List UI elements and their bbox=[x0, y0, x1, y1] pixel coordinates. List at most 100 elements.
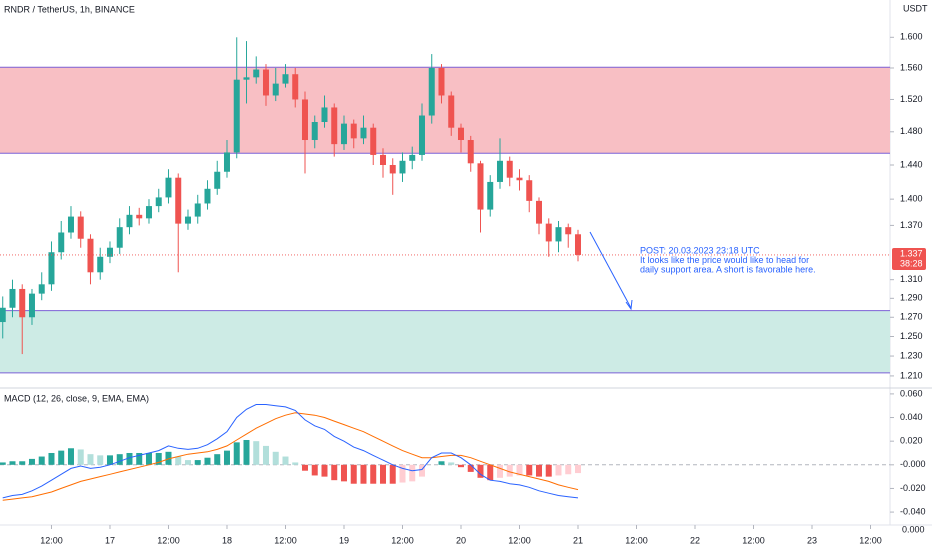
candle-body bbox=[48, 252, 55, 285]
histogram-bar bbox=[272, 451, 279, 465]
annotation: POST: 20.03.2023 23:18 UTC bbox=[640, 245, 760, 255]
histogram-bar bbox=[389, 464, 396, 484]
candle-body bbox=[574, 234, 581, 255]
histogram-bar bbox=[204, 457, 211, 465]
countdown: 38:28 bbox=[900, 258, 923, 268]
y-tick-label: 1.520 bbox=[900, 94, 923, 104]
candle-body bbox=[28, 293, 35, 318]
histogram-bar bbox=[175, 456, 182, 465]
last-price-label: 1.337 bbox=[900, 248, 923, 258]
macd-title: MACD (12, 26, close, 9, EMA, EMA) bbox=[4, 393, 149, 403]
macd-line bbox=[2, 404, 579, 499]
x-tick-label: 21 bbox=[573, 535, 583, 545]
zone bbox=[0, 310, 890, 373]
candle-body bbox=[457, 127, 464, 141]
y-tick-label: 1.310 bbox=[900, 274, 923, 284]
signal-line bbox=[2, 412, 579, 501]
histogram-bar bbox=[48, 452, 55, 465]
histogram-bar bbox=[477, 464, 484, 478]
y-tick-label: -0.040 bbox=[900, 506, 926, 516]
candle-body bbox=[233, 79, 240, 153]
histogram-bar bbox=[243, 439, 250, 465]
y-tick-label: 1.270 bbox=[900, 312, 923, 322]
histogram-bar bbox=[38, 456, 45, 465]
candle-body bbox=[467, 140, 474, 164]
histogram-bar bbox=[409, 464, 416, 482]
y-tick-label: 0.040 bbox=[900, 412, 923, 422]
candle-body bbox=[360, 127, 367, 139]
candle-body bbox=[399, 160, 406, 174]
histogram-bar bbox=[545, 464, 552, 477]
histogram-bar bbox=[145, 452, 152, 465]
annotation: It looks like the price would like to he… bbox=[640, 255, 809, 265]
y-tick-label: -0.020 bbox=[900, 483, 926, 493]
histogram-bar bbox=[116, 454, 123, 465]
histogram-bar bbox=[379, 464, 386, 484]
histogram-bar bbox=[0, 462, 6, 465]
histogram-bar bbox=[126, 452, 133, 465]
histogram-bar bbox=[58, 450, 65, 465]
histogram-bar bbox=[292, 462, 299, 465]
candle-body bbox=[379, 154, 386, 165]
histogram-bar bbox=[467, 464, 474, 472]
x-tick-label: 12:00 bbox=[625, 535, 648, 545]
histogram-bar bbox=[448, 462, 455, 465]
histogram-bar bbox=[106, 455, 113, 465]
histogram-bar bbox=[311, 464, 318, 476]
histogram-bar bbox=[223, 450, 230, 465]
last-price-box bbox=[892, 247, 926, 270]
y-tick-label: 1.370 bbox=[900, 220, 923, 230]
x-tick-label: 12:00 bbox=[742, 535, 765, 545]
histogram-bar bbox=[370, 464, 377, 484]
candle-body bbox=[311, 122, 318, 141]
candle-body bbox=[58, 232, 65, 253]
x-tick-label: 12:00 bbox=[157, 535, 180, 545]
candle-body bbox=[97, 256, 104, 273]
histogram-bar bbox=[565, 464, 572, 475]
histogram-bar bbox=[214, 454, 221, 465]
histogram-bar bbox=[87, 454, 94, 465]
candle-body bbox=[165, 177, 172, 198]
candle-body bbox=[67, 216, 74, 233]
histogram-bar bbox=[77, 449, 84, 465]
histogram-bar bbox=[136, 452, 143, 465]
histogram-bar bbox=[28, 458, 35, 465]
candle-body bbox=[9, 288, 16, 308]
candle-body bbox=[262, 69, 269, 96]
candle-body bbox=[370, 127, 377, 155]
histogram-bar bbox=[516, 464, 523, 476]
histogram-bar bbox=[574, 464, 581, 474]
candle-body bbox=[555, 227, 562, 242]
histogram-bar bbox=[438, 461, 445, 465]
y-tick-label: 0.020 bbox=[900, 436, 923, 446]
histogram-bar bbox=[418, 464, 425, 477]
candle-body bbox=[526, 180, 533, 201]
y-tick-label: 1.480 bbox=[900, 126, 923, 136]
x-tick-label: 22 bbox=[690, 535, 700, 545]
candle-body bbox=[292, 74, 299, 100]
candle-body bbox=[565, 227, 572, 235]
candle-body bbox=[516, 177, 523, 181]
x-tick-label: 12:00 bbox=[40, 535, 63, 545]
histogram-bar bbox=[282, 456, 289, 465]
histogram-bar bbox=[194, 460, 201, 465]
histogram-bar bbox=[262, 445, 269, 465]
histogram-bar bbox=[9, 461, 16, 465]
candle-body bbox=[321, 107, 328, 123]
candle-body bbox=[145, 206, 152, 219]
histogram-bar bbox=[331, 464, 338, 481]
lower-pane-label: 0.000 bbox=[902, 524, 925, 534]
candle-body bbox=[38, 284, 45, 294]
y-tick-label: 1.560 bbox=[900, 62, 923, 72]
y-tick-label: 1.230 bbox=[900, 350, 923, 360]
histogram-bar bbox=[97, 455, 104, 465]
histogram-bar bbox=[165, 451, 172, 465]
x-tick-label: 12:00 bbox=[508, 535, 531, 545]
candle-body bbox=[506, 160, 513, 178]
candle-body bbox=[496, 160, 503, 182]
histogram-bar bbox=[253, 441, 260, 465]
histogram-bar bbox=[350, 464, 357, 484]
x-tick-label: 17 bbox=[105, 535, 115, 545]
candle-body bbox=[340, 123, 347, 145]
x-tick-label: 18 bbox=[222, 535, 232, 545]
